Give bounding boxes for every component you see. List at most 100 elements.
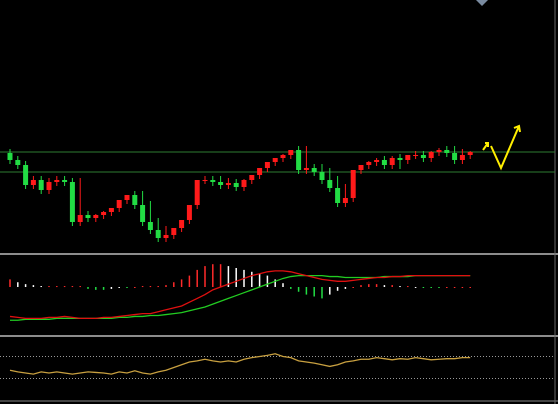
macd-histogram-bar (414, 287, 417, 288)
macd-histogram-bar (329, 287, 331, 295)
macd-histogram-bar (165, 285, 167, 287)
candle-body (374, 160, 380, 162)
macd-histogram-bar (391, 285, 393, 287)
candle-body (319, 172, 325, 180)
macd-histogram-bar (360, 285, 362, 287)
candle-body (459, 155, 465, 160)
macd-histogram-bar (134, 287, 136, 288)
candle-body (15, 160, 21, 165)
candle-body (23, 165, 29, 185)
macd-histogram-bar (469, 287, 471, 288)
candle-body (54, 180, 60, 182)
candle-body (38, 180, 44, 190)
macd-histogram-bar (290, 287, 292, 289)
macd-histogram-bar (438, 287, 440, 288)
candle-body (155, 230, 161, 238)
candle-body (303, 168, 309, 170)
macd-histogram-bar (40, 286, 42, 288)
macd-histogram-bar (321, 287, 323, 299)
macd-histogram-bar (266, 275, 269, 287)
candle-body (350, 170, 356, 198)
candle-body (257, 168, 263, 175)
macd-histogram-bar (251, 271, 253, 287)
macd-histogram-bar (32, 285, 35, 287)
candle-body (342, 198, 348, 203)
macd-histogram-bar (56, 286, 58, 288)
macd-histogram-bar (313, 287, 315, 297)
macd-histogram-bar (297, 287, 300, 292)
candle-body (225, 183, 231, 185)
candle-body (249, 175, 255, 180)
candle-body (296, 150, 302, 170)
candle-body (428, 152, 434, 158)
candle-body (389, 158, 395, 165)
macd-histogram-bar (63, 286, 66, 288)
macd-histogram-bar (87, 287, 89, 289)
candle-body (171, 228, 177, 235)
candle-body (186, 205, 192, 220)
candle-body (69, 182, 75, 222)
macd-histogram-bar (95, 287, 97, 290)
candle-body (241, 180, 247, 187)
macd-histogram-bar (422, 287, 425, 288)
candle-body (405, 155, 411, 160)
candle-body (444, 150, 450, 153)
macd-histogram-bar (430, 287, 432, 288)
candle-body (452, 153, 458, 160)
candle-body (397, 158, 403, 160)
macd-line (9, 270, 471, 319)
macd-histogram-bar (219, 264, 222, 287)
macd-histogram-bar (71, 286, 74, 288)
candle-body (335, 188, 341, 203)
candle-body (30, 180, 36, 185)
macd-histogram-bar (9, 279, 11, 287)
candle-body (210, 180, 216, 182)
macd-histogram-bar (17, 282, 19, 287)
candle-body (93, 215, 99, 218)
macd-histogram-bar (235, 268, 237, 287)
macd-histogram-bar (157, 286, 159, 288)
candle-body (108, 208, 114, 212)
candle-body (311, 168, 317, 172)
candle-body (77, 215, 83, 222)
scroll-marker (476, 0, 488, 6)
macd-histogram-bar (196, 269, 198, 287)
macd-histogram-bar (24, 284, 27, 287)
arrow-head (485, 142, 489, 147)
candle-body (116, 200, 122, 208)
macd-histogram-bar (461, 287, 464, 288)
oscillator-line (9, 353, 471, 375)
candle-body (264, 162, 270, 168)
candle-body (194, 180, 200, 205)
candle-body (46, 182, 52, 190)
candle-body (436, 150, 442, 152)
candle-body (140, 205, 146, 222)
macd-histogram-bar (446, 287, 448, 288)
macd-histogram-bar (352, 287, 354, 288)
drawn-arrows (482, 124, 521, 171)
macd-histogram-bar (149, 286, 152, 288)
macd-histogram-bar (336, 287, 339, 291)
macd-histogram-bar (305, 287, 308, 295)
macd-histogram-bar (173, 282, 175, 287)
macd-histogram-bar (282, 283, 284, 287)
macd-histogram-bar (79, 286, 81, 288)
macd-histogram-bar (274, 279, 276, 287)
macd-histogram-bar (48, 286, 50, 288)
arrow (490, 125, 520, 171)
macd-histogram-bar (375, 284, 378, 287)
candle-body (280, 155, 286, 158)
macd-histogram-bar (180, 279, 183, 287)
macd-histogram-bar (110, 287, 113, 289)
candle-body (420, 155, 426, 158)
candle-body (467, 152, 473, 155)
candle-body (381, 160, 387, 165)
candle-body (147, 222, 153, 230)
arrow-head (513, 124, 521, 133)
candle-body (358, 165, 364, 170)
candle-body (7, 153, 13, 160)
candle-body (179, 220, 185, 228)
